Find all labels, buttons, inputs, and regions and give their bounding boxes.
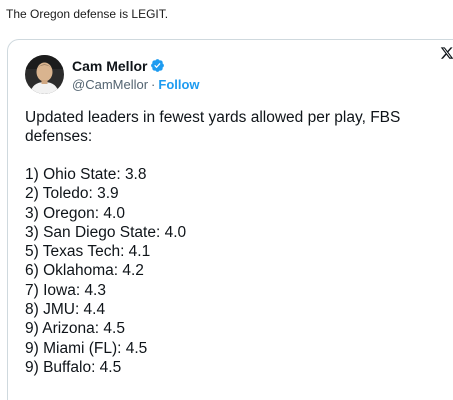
leader-item: 2) Toledo: 3.9 <box>25 185 119 203</box>
leader-item: 7) Iowa: 4.3 <box>25 281 106 299</box>
handle-row: @CamMellor · Follow <box>72 77 200 92</box>
leader-item: 1) Ohio State: 3.8 <box>25 166 147 183</box>
x-logo-icon[interactable] <box>440 46 453 60</box>
leader-item: 9) Buffalo: 4.5 <box>25 358 122 376</box>
author-handle[interactable]: @CamMellor <box>72 76 149 92</box>
separator-dot: · <box>151 76 156 92</box>
paragraph-spacer <box>25 146 445 165</box>
follow-button[interactable]: Follow <box>158 76 200 92</box>
leader-item: 9) Arizona: 4.5 <box>25 320 125 338</box>
name-row: Cam Mellor <box>72 57 200 75</box>
leader-item: 3) San Diego State: 4.0 <box>25 223 187 241</box>
leader-item: 6) Oklahoma: 4.2 <box>25 262 144 280</box>
leader-item: 5) Texas Tech: 4.1 <box>25 243 151 261</box>
leader-item: 9) Miami (FL): 4.5 <box>25 339 148 357</box>
avatar-photo <box>25 54 64 94</box>
author-display-name[interactable]: Cam Mellor <box>72 57 148 74</box>
tweet-body: Updated leaders in fewest yards allowed … <box>25 108 445 377</box>
tweet-header: Cam Mellor @CamMellor · Follow <box>25 52 200 96</box>
embedded-tweet-card[interactable]: Cam Mellor @CamMellor · Follow <box>7 39 453 400</box>
leaders-list: 1) Ohio State: 3.8 2) Toledo: 3.9 3) Ore… <box>25 165 445 377</box>
leader-item: 8) JMU: 4.4 <box>25 301 106 319</box>
author-block: Cam Mellor @CamMellor · Follow <box>72 57 200 92</box>
avatar[interactable] <box>25 54 64 94</box>
verified-badge-icon <box>150 58 165 73</box>
leader-item: 3) Oregon: 4.0 <box>25 204 125 222</box>
tweet-intro-text: Updated leaders in fewest yards allowed … <box>25 109 401 145</box>
post-text: The Oregon defense is LEGIT. <box>6 7 169 21</box>
